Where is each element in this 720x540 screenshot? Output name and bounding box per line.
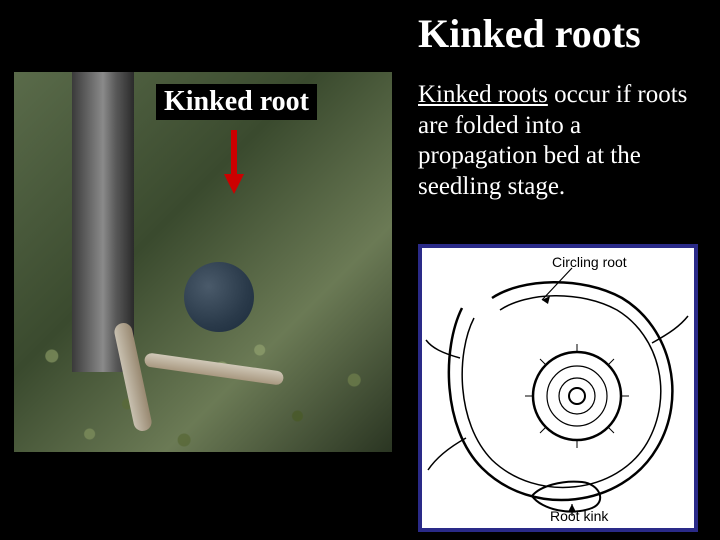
- diagram-svg: [422, 248, 694, 528]
- diagram-label-circling-root: Circling root: [552, 254, 627, 270]
- photo-label: Kinked root: [156, 84, 317, 120]
- photo-kinked-root: [14, 72, 392, 452]
- diagram-label-root-kink: Root kink: [550, 508, 608, 524]
- body-text: Kinked roots occur if roots are folded i…: [418, 80, 698, 202]
- slide-title: Kinked roots: [418, 10, 641, 57]
- arrow-icon: [220, 126, 248, 196]
- diagram-root-cross-section: Circling root Root kink: [418, 244, 698, 532]
- slide: Kinked roots Kinked root Kinked roots oc…: [0, 0, 720, 540]
- photo-root-ball: [184, 262, 254, 332]
- photo-ground: [14, 332, 392, 452]
- body-lead: Kinked roots: [418, 81, 548, 108]
